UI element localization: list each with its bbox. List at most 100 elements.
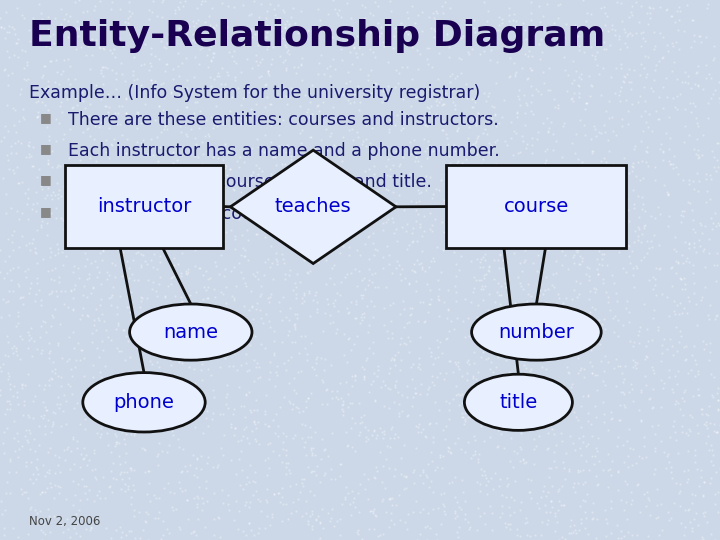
Point [235, 179, 247, 188]
Point [472, 149, 483, 158]
Point [596, 320, 608, 328]
Point [249, 468, 261, 476]
Point [24, 444, 36, 453]
Point [22, 327, 34, 336]
Point [431, 463, 443, 471]
Point [511, 524, 523, 533]
Point [451, 127, 463, 136]
Point [69, 281, 81, 289]
Point [508, 507, 519, 516]
Point [206, 4, 217, 12]
Point [237, 313, 248, 321]
Point [240, 279, 251, 287]
Point [394, 106, 405, 115]
Point [127, 315, 138, 324]
Point [176, 359, 187, 368]
Point [290, 480, 302, 488]
Point [261, 484, 273, 493]
Point [441, 314, 453, 322]
Point [622, 106, 634, 115]
Point [172, 3, 184, 12]
Point [104, 124, 115, 133]
Point [575, 519, 587, 528]
Point [336, 500, 348, 508]
Point [83, 274, 94, 282]
Point [354, 319, 366, 327]
Point [369, 397, 380, 406]
Point [53, 186, 65, 194]
Point [518, 258, 530, 267]
Point [114, 459, 126, 468]
Point [297, 482, 309, 491]
Point [436, 101, 448, 110]
Point [342, 402, 354, 411]
Point [126, 269, 138, 278]
Point [488, 275, 500, 284]
Point [266, 138, 277, 146]
Point [52, 161, 63, 170]
Point [204, 21, 216, 30]
Point [403, 278, 415, 287]
Point [107, 488, 118, 497]
Point [628, 66, 639, 75]
Point [480, 481, 492, 489]
Point [364, 387, 375, 396]
Point [632, 158, 644, 166]
Point [2, 375, 14, 383]
Point [491, 288, 503, 296]
Point [319, 195, 330, 204]
Point [701, 4, 712, 13]
Point [260, 80, 271, 89]
Point [183, 22, 194, 30]
Point [161, 524, 173, 533]
Point [194, 25, 205, 34]
Point [564, 529, 575, 537]
Point [181, 496, 193, 504]
Point [132, 202, 143, 211]
Point [266, 121, 277, 130]
Point [462, 405, 473, 414]
Point [336, 157, 348, 166]
Point [714, 98, 720, 106]
Point [219, 331, 230, 340]
Point [119, 467, 130, 476]
Point [167, 159, 179, 167]
Point [661, 187, 672, 196]
Point [58, 55, 70, 64]
Point [705, 300, 716, 309]
Point [102, 107, 114, 116]
Point [189, 364, 200, 373]
Point [399, 274, 410, 282]
Point [147, 151, 158, 159]
Point [215, 216, 226, 225]
Point [527, 110, 539, 118]
Point [420, 433, 432, 441]
Point [342, 390, 354, 399]
Point [327, 0, 338, 5]
Point [93, 123, 104, 131]
Point [96, 279, 107, 288]
Point [89, 316, 100, 325]
Point [257, 318, 269, 327]
Point [678, 410, 689, 419]
Point [106, 258, 117, 267]
Point [81, 255, 93, 264]
Point [678, 531, 690, 539]
Point [167, 301, 179, 310]
Point [96, 337, 107, 346]
Point [467, 189, 479, 198]
Point [82, 42, 94, 50]
Point [613, 433, 624, 442]
Point [73, 25, 84, 33]
Point [24, 475, 36, 483]
Point [390, 147, 402, 156]
Point [696, 473, 707, 482]
Point [120, 149, 132, 158]
Point [522, 290, 534, 299]
Point [377, 497, 388, 505]
Point [115, 468, 127, 476]
Point [691, 134, 703, 143]
Point [41, 467, 53, 476]
Point [469, 174, 480, 183]
Point [437, 500, 449, 509]
